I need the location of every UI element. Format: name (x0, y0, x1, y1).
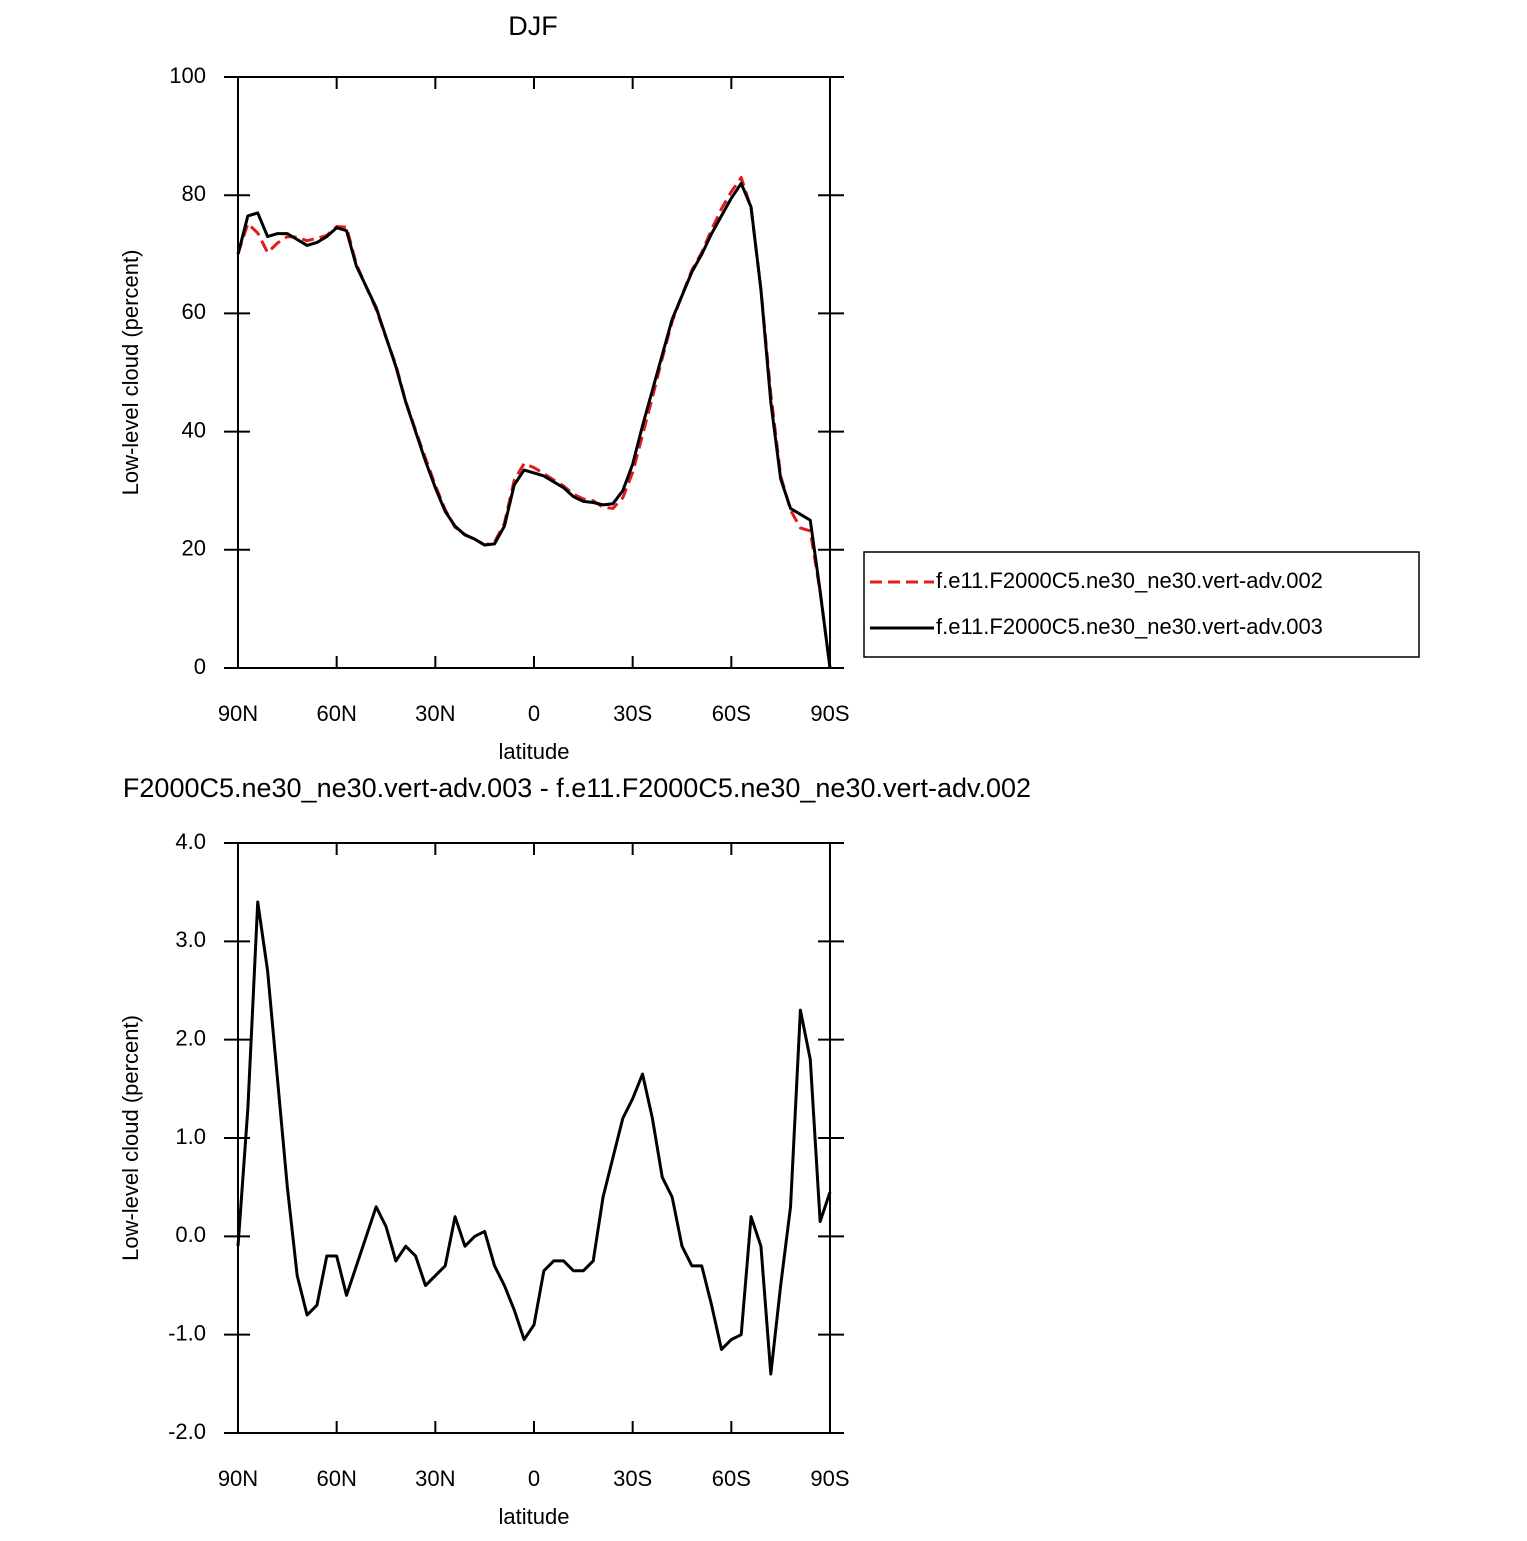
x-tick-label: 60N (316, 701, 356, 726)
y-tick-label: 4.0 (175, 829, 206, 854)
x-tick-label: 90N (218, 1466, 258, 1491)
y-tick-label: 2.0 (175, 1025, 206, 1050)
legend-label: f.e11.F2000C5.ne30_ne30.vert-adv.002 (936, 568, 1323, 593)
y-tick-label: 60 (182, 299, 206, 324)
y-axis-label: Low-level cloud (percent) (118, 1015, 143, 1261)
x-tick-label: 0 (528, 701, 540, 726)
series-line (236, 181, 832, 669)
y-tick-label: 0.0 (175, 1222, 206, 1247)
legend-box (863, 551, 1420, 658)
y-axis-label: Low-level cloud (percent) (118, 250, 143, 496)
x-tick-label: 30N (415, 1466, 455, 1491)
series-line (236, 175, 832, 669)
x-tick-label: 60N (316, 1466, 356, 1491)
chart-title: F2000C5.ne30_ne30.vert-adv.003 - f.e11.F… (123, 773, 1031, 803)
y-tick-label: 80 (182, 181, 206, 206)
chart-title: DJF (508, 11, 558, 41)
x-axis-label: latitude (499, 1504, 570, 1529)
y-tick-label: 20 (182, 536, 206, 561)
y-tick-label: 40 (182, 417, 206, 442)
x-tick-label: 30N (415, 701, 455, 726)
y-tick-label: 0 (194, 654, 206, 679)
y-tick-label: -2.0 (168, 1419, 206, 1444)
y-tick-label: 1.0 (175, 1124, 206, 1149)
y-tick-label: 100 (169, 63, 206, 88)
x-tick-label: 60S (712, 701, 751, 726)
legend-label: f.e11.F2000C5.ne30_ne30.vert-adv.003 (936, 614, 1323, 639)
x-tick-label: 60S (712, 1466, 751, 1491)
plot-frame (237, 76, 831, 669)
plot-frame (237, 842, 831, 1434)
y-tick-label: -1.0 (168, 1320, 206, 1345)
x-axis-label: latitude (499, 739, 570, 764)
x-tick-label: 90S (810, 701, 849, 726)
y-tick-label: 3.0 (175, 927, 206, 952)
series-line (236, 900, 832, 1376)
x-tick-label: 30S (613, 701, 652, 726)
x-tick-label: 0 (528, 1466, 540, 1491)
x-tick-label: 90N (218, 701, 258, 726)
x-tick-label: 30S (613, 1466, 652, 1491)
x-tick-label: 90S (810, 1466, 849, 1491)
